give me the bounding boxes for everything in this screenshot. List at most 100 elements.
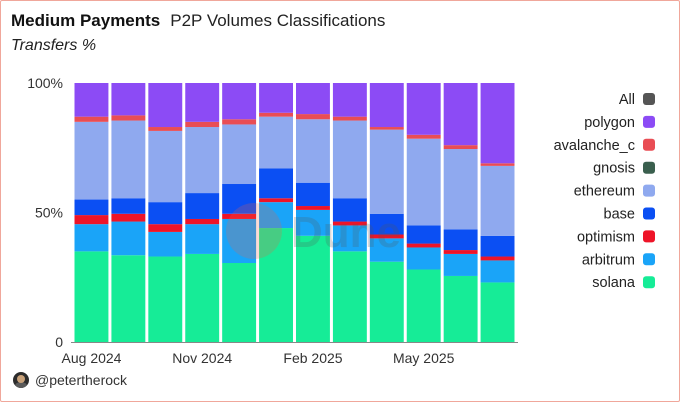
bar-segment-avalanche_c [369,127,404,130]
user-avatar-icon [13,372,29,388]
legend-label-base: base [604,207,635,223]
bar-segment-arbitrum [148,231,183,257]
x-tick-label: Aug 2024 [62,350,122,366]
legend-swatch-ethereum [643,184,655,197]
bar-segment-solana [111,255,146,342]
legend-label-gnosis: gnosis [593,161,635,177]
y-tick-label: 0 [55,334,63,350]
bar-segment-ethereum [443,149,478,230]
bar-segment-ethereum [111,120,146,199]
legend-swatch-optimism [643,230,655,243]
bar-segment-optimism [74,215,109,225]
legend-label-solana: solana [592,275,636,291]
legend-label-optimism: optimism [577,229,635,245]
bar-segment-polygon [148,83,183,128]
watermark-logo-icon [226,203,282,259]
bar-segment-base [222,184,257,214]
bar-segment-ethereum [480,165,515,236]
legend-label-arbitrum: arbitrum [582,252,635,268]
author-handle[interactable]: @petertherock [35,372,128,388]
bar-segment-ethereum [369,129,404,214]
bar-segment-optimism [111,213,146,222]
bar-segment-polygon [259,83,293,113]
bar-segment-optimism [443,250,478,254]
legend-label-polygon: polygon [584,115,635,131]
chart-subtitle: P2P Volumes Classifications [170,11,386,30]
bar-segment-optimism [148,224,183,232]
bar-segment-arbitrum [74,224,109,252]
bar-segment-avalanche_c [259,112,293,117]
legend-swatch-avalanche_c [643,138,655,151]
bar-segment-arbitrum [480,260,515,283]
bar-segment-solana [148,256,183,342]
bar-segment-optimism [222,213,257,219]
bar-segment-ethereum [406,138,441,226]
bar-segment-base [296,182,330,207]
bar-segment-avalanche_c [185,121,220,128]
bar-segment-base [259,168,293,199]
chart-title: Medium Payments [11,11,161,30]
bar-segment-arbitrum [185,224,220,254]
bar-segment-solana [406,269,441,342]
bar-segment-polygon [332,83,367,117]
bar-segment-solana [480,282,515,342]
bar-segment-base [185,193,220,219]
bar-segment-avalanche_c [480,163,515,166]
bar-segment-optimism [332,221,367,226]
chart-caption: Transfers % [11,37,97,54]
bar-segment-solana [74,251,109,342]
bar-segment-solana [185,253,220,342]
legend-swatch-polygon [643,115,655,128]
bar-segment-polygon [296,83,330,115]
bar-segment-arbitrum [222,218,257,264]
bar-segment-arbitrum [259,202,293,229]
bar-segment-avalanche_c [443,145,478,150]
legend-label-ethereum: ethereum [574,184,635,200]
bar-segment-arbitrum [296,209,330,236]
title-row: Medium Payments P2P Volumes Classificati… [11,11,385,31]
x-tick-label: Feb 2025 [283,350,342,366]
bar-segment-optimism [369,234,404,239]
bar-segment-solana [296,235,330,342]
bar-segment-base [111,198,146,214]
bar-segment-avalanche_c [222,119,257,125]
bar-segment-avalanche_c [406,134,441,139]
bar-segment-arbitrum [332,225,367,252]
bar-segment-solana [332,251,367,342]
bar-segment-optimism [480,256,515,261]
bar-segment-avalanche_c [74,116,109,122]
legend-swatch-gnosis [643,161,655,174]
dune-watermark: Dune [226,203,401,259]
bar-segment-ethereum [332,120,367,199]
bar-segment-optimism [406,243,441,248]
bar-segment-optimism [259,198,293,203]
bar-segment-solana [222,263,257,342]
x-tick-label: May 2025 [393,350,455,366]
y-tick-label: 50% [35,205,63,221]
bar-segment-polygon [185,83,220,122]
bar-segment-base [148,202,183,225]
bar-segment-arbitrum [369,238,404,262]
bar-segment-ethereum [74,121,109,200]
bar-segment-avalanche_c [332,116,367,121]
bar-segment-base [443,229,478,251]
bar-segment-ethereum [296,119,330,183]
bar-segment-base [74,199,109,216]
bar-segment-optimism [296,206,330,210]
legend-swatch-arbitrum [643,253,655,266]
chart-header: Medium Payments P2P Volumes Classificati… [11,11,385,31]
bar-segment-ethereum [185,127,220,194]
legend-swatch-base [643,207,655,220]
bar-segment-polygon [443,83,478,146]
bar-segment-base [369,213,404,235]
author-footer: @petertherock [13,372,127,388]
bar-segment-solana [369,261,404,342]
bar-segment-arbitrum [406,247,441,270]
bar-segment-ethereum [222,124,257,185]
bar-segment-ethereum [259,116,293,169]
bar-segment-polygon [480,83,515,164]
bar-segment-ethereum [148,130,183,203]
bar-segment-polygon [111,83,146,116]
